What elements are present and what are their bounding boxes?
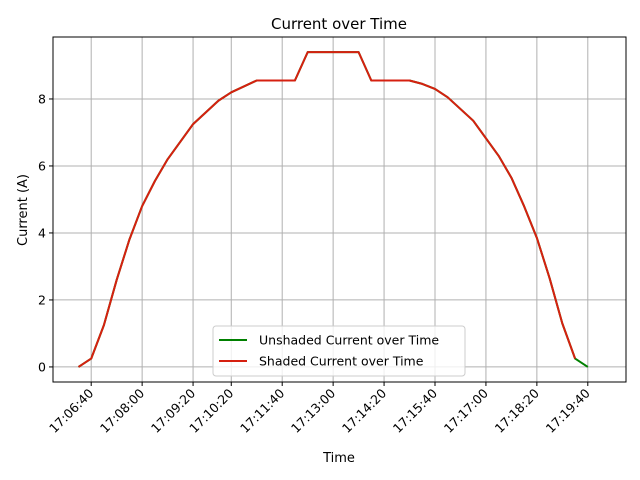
legend-label-shaded: Shaded Current over Time [259, 354, 424, 369]
y-tick-label: 4 [38, 225, 46, 240]
series-line-shaded [77, 51, 577, 368]
x-axis-label: Time [322, 451, 355, 466]
y-tick-label: 8 [38, 91, 46, 106]
series-lines [77, 51, 589, 368]
y-axis-label: Current (A) [16, 174, 31, 246]
y-axis-ticks: 0 2 4 6 8 [38, 91, 53, 374]
legend-label-unshaded: Unshaded Current over Time [259, 333, 439, 348]
plot-frame [52, 36, 627, 383]
legend: Unshaded Current over Time Shaded Curren… [212, 325, 466, 377]
grid [53, 37, 626, 382]
y-tick-label: 2 [38, 292, 46, 307]
legend-box [212, 325, 466, 377]
y-tick-label: 6 [38, 158, 46, 173]
y-tick-label: 0 [38, 359, 46, 374]
chart-title: Current over Time [271, 15, 407, 33]
